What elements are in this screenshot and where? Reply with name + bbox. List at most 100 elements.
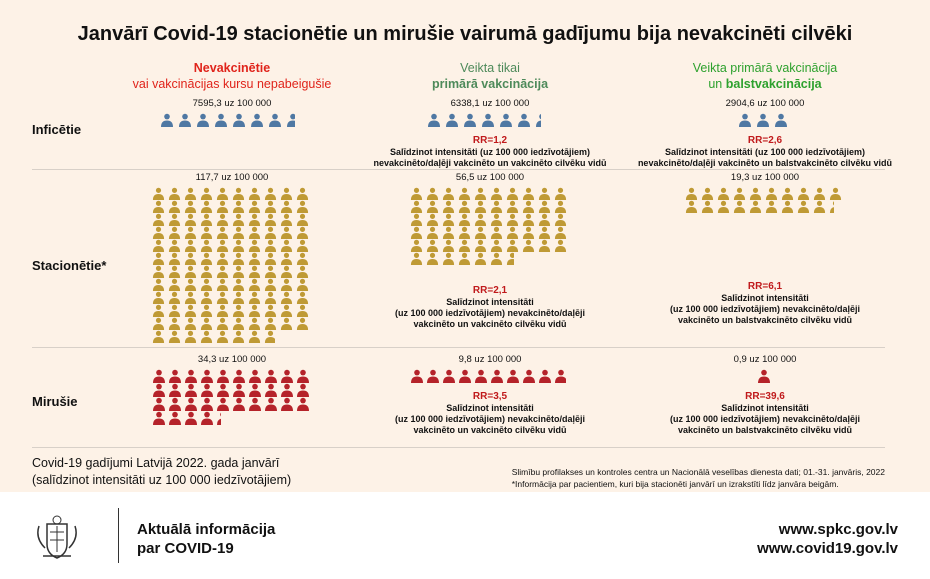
person-icon [280, 291, 296, 304]
pictogram [410, 369, 570, 383]
person-icon [200, 265, 216, 278]
person-icon [216, 252, 232, 265]
person-icon [296, 200, 312, 213]
person-icon [184, 411, 200, 425]
person-icon [232, 278, 248, 291]
person-icon [232, 291, 248, 304]
person-icon [538, 213, 554, 226]
person-icon [813, 200, 829, 213]
person-icon [168, 187, 184, 200]
person-icon [216, 317, 232, 330]
person-icon [264, 278, 280, 291]
person-icon [152, 226, 168, 239]
rate-label: 34,3 uz 100 000 [197, 354, 267, 365]
person-icon [248, 252, 264, 265]
comparison-note: vakcinēto un vakcinēto cilvēku vidū [413, 319, 567, 329]
person-icon [200, 213, 216, 226]
person-icon [427, 113, 443, 127]
comparison-note: vakcinēto un balstvakcinēto cilvēku vidū [677, 315, 853, 325]
person-icon [268, 113, 284, 127]
row-label-hospitalized: Stacionētie* [32, 258, 107, 273]
footer-caption: Covid-19 gadījumi Latvijā 2022. gada jan… [32, 455, 291, 489]
person-icon [152, 369, 168, 383]
person-icon [490, 213, 506, 226]
link-spkc[interactable]: www.spkc.gov.lv [778, 521, 898, 538]
person-icon [554, 239, 570, 252]
person-icon [490, 226, 506, 239]
person-icon [733, 187, 749, 200]
person-icon [232, 226, 248, 239]
relative-risk: RR=3,5 [472, 391, 508, 402]
rate-label: 7595,3 uz 100 000 [192, 98, 272, 109]
person-icon [717, 200, 733, 213]
person-icon [701, 187, 717, 200]
person-icon [152, 291, 168, 304]
person-icon [264, 330, 275, 343]
person-icon [757, 369, 771, 383]
person-icon [813, 187, 829, 200]
person-icon [216, 397, 232, 411]
comparison-note: nevakcinēto/daļēji vakcinēto un balstvak… [637, 158, 893, 168]
person-icon [554, 187, 570, 200]
comparison-note: (uz 100 000 iedzīvotājiem) nevakcinēto/d… [669, 304, 861, 314]
person-icon [280, 226, 296, 239]
person-icon [200, 411, 216, 425]
person-icon [200, 330, 216, 343]
person-icon [248, 265, 264, 278]
person-icon [458, 213, 474, 226]
person-icon [538, 187, 554, 200]
comparison-note: Salīdzinot intensitāti (uz 100 000 iedzī… [389, 147, 591, 157]
person-icon [264, 213, 280, 226]
comparison-note: (uz 100 000 iedzīvotājiem) nevakcinēto/d… [394, 414, 586, 424]
pictogram [685, 187, 845, 213]
person-icon [506, 226, 522, 239]
person-icon [535, 113, 541, 127]
person-icon [280, 252, 296, 265]
person-icon [152, 304, 168, 317]
person-icon [445, 113, 461, 127]
person-icon [168, 383, 184, 397]
person-icon [410, 213, 426, 226]
person-icon [264, 291, 280, 304]
person-icon [232, 330, 248, 343]
person-icon [248, 330, 264, 343]
person-icon [280, 278, 296, 291]
footer-caption-line2: (salīdzinot intensitāti uz 100 000 iedzī… [32, 473, 292, 487]
person-icon [474, 252, 490, 265]
person-icon [216, 411, 222, 425]
person-icon [232, 369, 248, 383]
person-icon [765, 187, 781, 200]
person-icon [490, 252, 506, 265]
comparison-note: nevakcinēto/daļēji vakcinēto un vakcinēt… [373, 158, 607, 168]
person-icon [490, 200, 506, 213]
person-icon [264, 304, 280, 317]
person-icon [481, 113, 497, 127]
person-icon [554, 369, 567, 383]
person-icon [474, 200, 490, 213]
person-icon [168, 252, 184, 265]
person-icon [522, 200, 538, 213]
divider [32, 447, 885, 448]
cell-hospitalized-col3: 19,3 uz 100 000 RR=6,1 Salīdzinot intensit… [615, 172, 915, 326]
person-icon [296, 213, 312, 226]
person-icon [214, 113, 230, 127]
source-note: Slimību profilakses un kontroles centra … [511, 467, 885, 477]
person-icon [184, 291, 200, 304]
person-icon [184, 200, 200, 213]
person-icon [296, 291, 312, 304]
person-icon [506, 369, 522, 383]
pictogram [152, 187, 312, 343]
link-covid19[interactable]: www.covid19.gov.lv [757, 540, 898, 557]
person-icon [152, 397, 168, 411]
hospitalized-note: *Informācija par pacientiem, kuri bija s… [511, 479, 839, 489]
person-icon [250, 113, 266, 127]
person-icon [184, 239, 200, 252]
comparison-note: Salīdzinot intensitāti [721, 293, 809, 303]
cell-hospitalized-col1: 117,7 uz 100 000 [82, 172, 382, 343]
person-icon [554, 200, 570, 213]
person-icon [458, 200, 474, 213]
person-icon [184, 265, 200, 278]
person-icon [458, 226, 474, 239]
column-header-booster: Veikta primārā vakcinācija un balstvakci… [625, 60, 905, 92]
column-header-line1: Veikta primārā vakcinācija [692, 61, 838, 75]
